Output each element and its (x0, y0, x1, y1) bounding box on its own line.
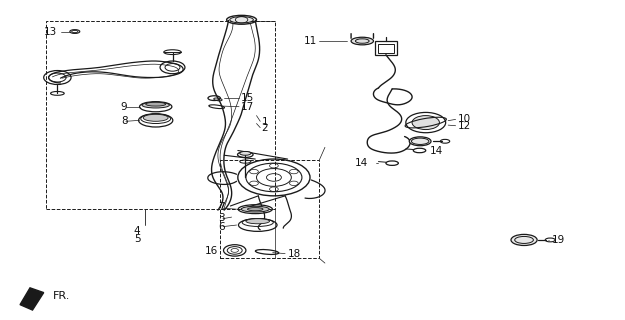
Bar (375, 41, 397, 55)
Ellipse shape (248, 208, 263, 211)
Text: 18: 18 (288, 249, 301, 259)
Ellipse shape (240, 151, 251, 155)
Text: 14: 14 (355, 158, 368, 168)
Text: 4: 4 (134, 226, 141, 236)
Ellipse shape (511, 234, 537, 245)
Text: 5: 5 (134, 234, 141, 244)
Text: 3: 3 (218, 213, 224, 223)
Polygon shape (20, 288, 44, 310)
Text: 11: 11 (304, 36, 318, 46)
Text: 12: 12 (458, 121, 471, 132)
Bar (46, 21, 275, 210)
Text: 19: 19 (552, 235, 565, 245)
Ellipse shape (143, 114, 168, 121)
Text: 13: 13 (44, 27, 57, 36)
Text: 15: 15 (241, 93, 254, 103)
Text: 16: 16 (204, 246, 218, 256)
Ellipse shape (351, 37, 374, 45)
Text: 17: 17 (241, 102, 254, 112)
Ellipse shape (246, 219, 269, 224)
Ellipse shape (230, 17, 253, 23)
Bar (378, 44, 394, 53)
Text: 9: 9 (121, 102, 127, 112)
Text: 2: 2 (261, 123, 268, 133)
Bar (220, 160, 319, 258)
Text: 14: 14 (429, 146, 442, 156)
Ellipse shape (142, 102, 169, 108)
Text: 7: 7 (218, 202, 224, 212)
Text: FR.: FR. (52, 291, 70, 301)
Ellipse shape (146, 102, 166, 106)
Circle shape (412, 116, 439, 130)
Text: 8: 8 (121, 116, 127, 126)
Text: 10: 10 (458, 114, 471, 124)
Text: 1: 1 (261, 117, 268, 127)
Ellipse shape (241, 206, 269, 212)
Text: 6: 6 (218, 222, 224, 232)
Ellipse shape (409, 137, 431, 146)
